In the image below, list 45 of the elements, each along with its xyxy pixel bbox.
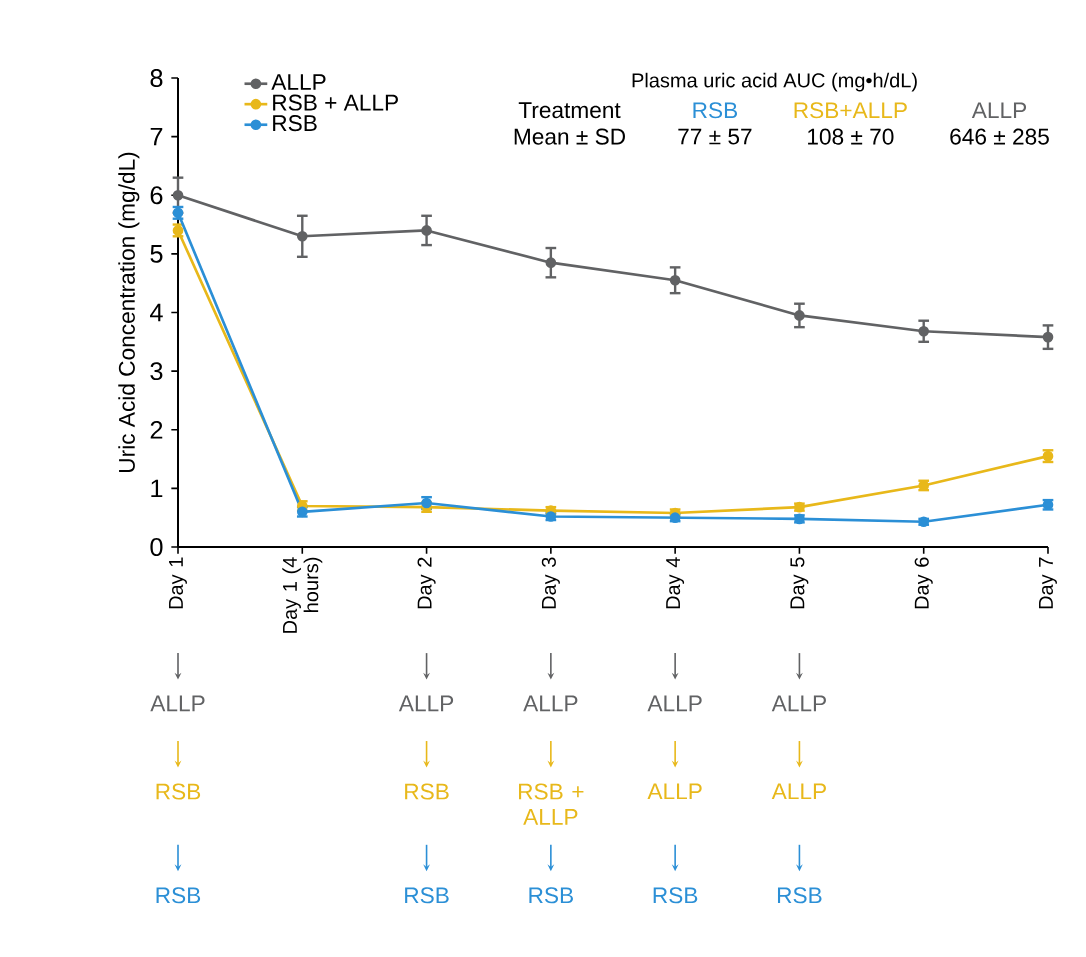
y-tick-label: 1 xyxy=(151,479,163,498)
text: RSB xyxy=(777,887,822,904)
x-tick-label: Day 3 xyxy=(541,557,560,609)
text: RSB xyxy=(156,887,201,904)
text: RSB xyxy=(405,783,449,800)
y-tick-label: 4 xyxy=(150,303,163,322)
text: ALLP xyxy=(647,695,702,712)
text: RSB xyxy=(529,887,573,904)
text: RSB xyxy=(653,887,698,904)
y-tick-label: 2 xyxy=(150,420,163,439)
y-tick-label: 6 xyxy=(150,186,163,205)
annotation: RSB xyxy=(693,102,738,119)
annotation: ALLP xyxy=(971,102,1027,119)
y-tick-label: 5 xyxy=(150,245,163,263)
x-tick-label: Day 5 xyxy=(790,557,809,609)
text: ALLP xyxy=(523,695,578,712)
legend-label: RSB + ALLP xyxy=(273,94,398,111)
text: ALLP xyxy=(647,783,702,800)
annotation: RSB+ALLP xyxy=(794,102,907,119)
x-tick-label: Day 1 xyxy=(169,557,187,609)
y-axis-title: Uric Acid Concentration (mg/dL) xyxy=(118,152,140,472)
annotation: Mean ± SD xyxy=(514,128,625,145)
text: ALLP xyxy=(771,783,826,800)
x-tick-label: Day 6 xyxy=(914,557,933,609)
annotation: Plasma uric acid AUC (mg•h/dL) xyxy=(632,72,917,92)
x-tick-label: Day 2 xyxy=(417,557,436,609)
annotation: 646 ± 285 xyxy=(950,128,1049,145)
y-tick-label: 8 xyxy=(150,69,163,87)
annotation: Treatment xyxy=(518,102,621,119)
text: ALLP xyxy=(398,695,454,712)
y-tick-label: 3 xyxy=(150,362,163,381)
text: RSB xyxy=(405,887,449,904)
text: RSB + ALLP xyxy=(519,783,584,825)
annotation: 77 ± 57 xyxy=(678,128,752,145)
text: ALLP xyxy=(771,695,826,712)
legend-label: ALLP xyxy=(271,74,326,90)
y-tick-label: 0 xyxy=(150,538,163,556)
x-tick-label: Day 4 xyxy=(666,557,685,609)
annotation: 108 ± 70 xyxy=(808,128,894,145)
y-tick-label: 7 xyxy=(150,127,163,146)
text: RSB xyxy=(156,783,201,800)
text: ALLP xyxy=(150,695,205,712)
x-tick-label: Day 7 xyxy=(1039,557,1057,609)
x-tick-label: Day 1 (4 hours) xyxy=(282,557,323,633)
legend-label: RSB xyxy=(273,115,317,132)
